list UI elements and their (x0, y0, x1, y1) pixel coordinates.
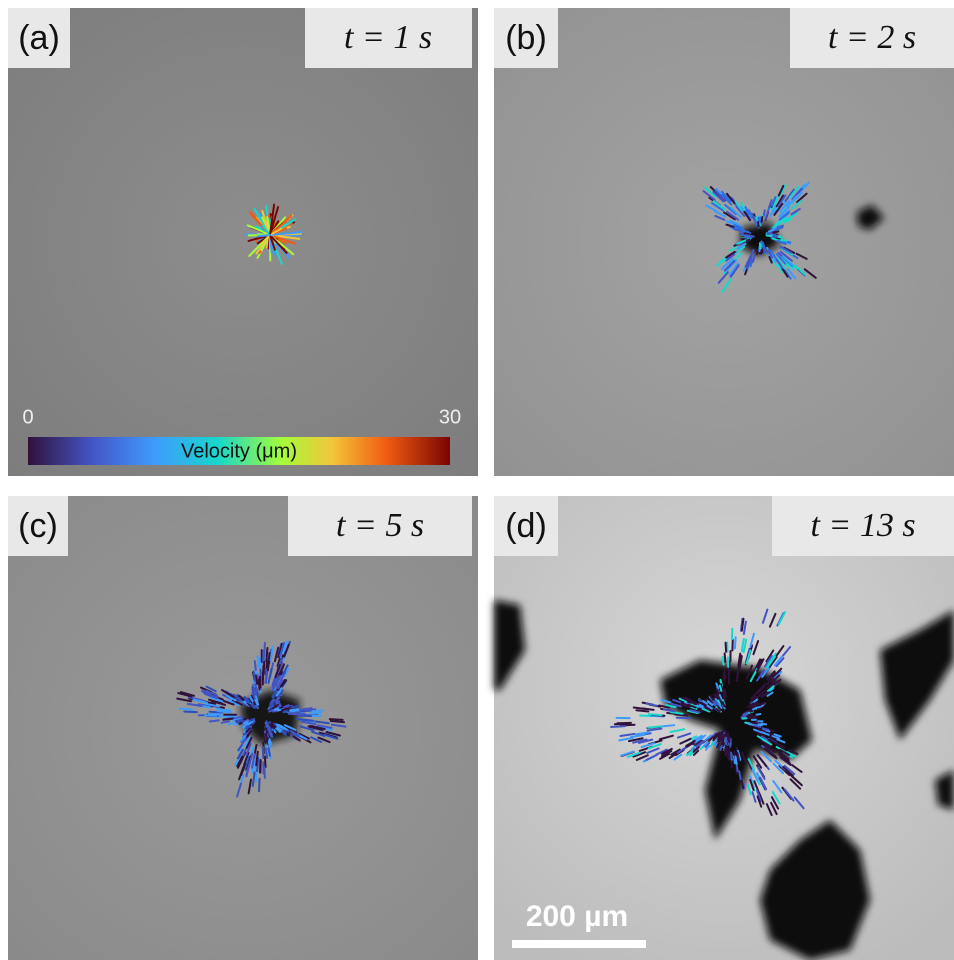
arrow (764, 248, 765, 252)
panel-label: (d) (505, 507, 547, 545)
arrow (258, 235, 270, 236)
arrow (739, 771, 740, 779)
arrow (742, 238, 746, 239)
panel-label: (c) (18, 507, 58, 545)
arrow (753, 723, 758, 724)
panel-b (494, 8, 954, 476)
arrow (256, 675, 257, 683)
arrow (330, 719, 343, 720)
arrow (764, 210, 765, 215)
arrow (266, 648, 267, 661)
arrow (265, 757, 266, 767)
arrow (757, 249, 758, 254)
time-label: t = 2 s (828, 19, 916, 56)
colorbar-min: 0 (22, 406, 33, 428)
arrow (755, 220, 756, 225)
arrow (755, 726, 760, 727)
arrow (753, 716, 757, 717)
arrow (677, 718, 690, 719)
arrow (748, 715, 752, 716)
arrow (258, 656, 259, 666)
colorbar-max: 30 (439, 406, 461, 428)
arrow (736, 756, 737, 764)
arrow (762, 217, 763, 222)
scale-bar-label: 200 µm (526, 900, 628, 933)
arrow (750, 236, 754, 237)
arrow (223, 719, 232, 720)
arrow (720, 746, 721, 750)
arrow (735, 637, 736, 648)
figure: (a) t = 1 s (b) t = 2 s (c) t = 5 s (d) … (0, 0, 954, 960)
arrow (649, 714, 661, 715)
arrow (259, 680, 260, 690)
arrow (210, 720, 219, 721)
arrow (313, 710, 323, 711)
arrow (290, 709, 298, 710)
arrow (763, 728, 769, 729)
arrow (300, 709, 309, 710)
arrow (179, 709, 192, 710)
arrow (781, 240, 787, 241)
arrow (648, 726, 662, 727)
arrow (726, 751, 727, 756)
arrow (265, 670, 266, 683)
arrow (745, 237, 749, 238)
panel-a (8, 8, 478, 476)
arrow (758, 222, 759, 226)
arrow (264, 662, 265, 675)
arrow (726, 740, 727, 744)
arrow (723, 657, 724, 665)
arrow (761, 724, 766, 725)
time-label: t = 1 s (344, 19, 432, 56)
arrow (226, 716, 237, 717)
arrow (724, 733, 725, 737)
arrow (218, 711, 231, 712)
arrow (725, 670, 726, 678)
panel-label: (b) (505, 19, 547, 57)
arrow (636, 710, 648, 711)
arrow (725, 653, 726, 662)
arrow (726, 643, 727, 652)
arrow (184, 712, 197, 713)
time-label: t = 13 s (810, 507, 915, 544)
arrow (761, 242, 762, 246)
panel-label: (a) (18, 19, 60, 57)
arrow (222, 721, 229, 722)
arrow (268, 748, 269, 755)
arrow (266, 734, 267, 741)
time-label: t = 5 s (336, 507, 424, 544)
scale-bar (512, 940, 646, 948)
arrow (774, 231, 778, 232)
colorbar-label: Velocity (μm) (181, 440, 297, 462)
arrow (255, 661, 256, 670)
arrow (756, 714, 760, 715)
arrow (725, 738, 726, 742)
arrow (331, 721, 344, 722)
arrow (611, 726, 625, 727)
